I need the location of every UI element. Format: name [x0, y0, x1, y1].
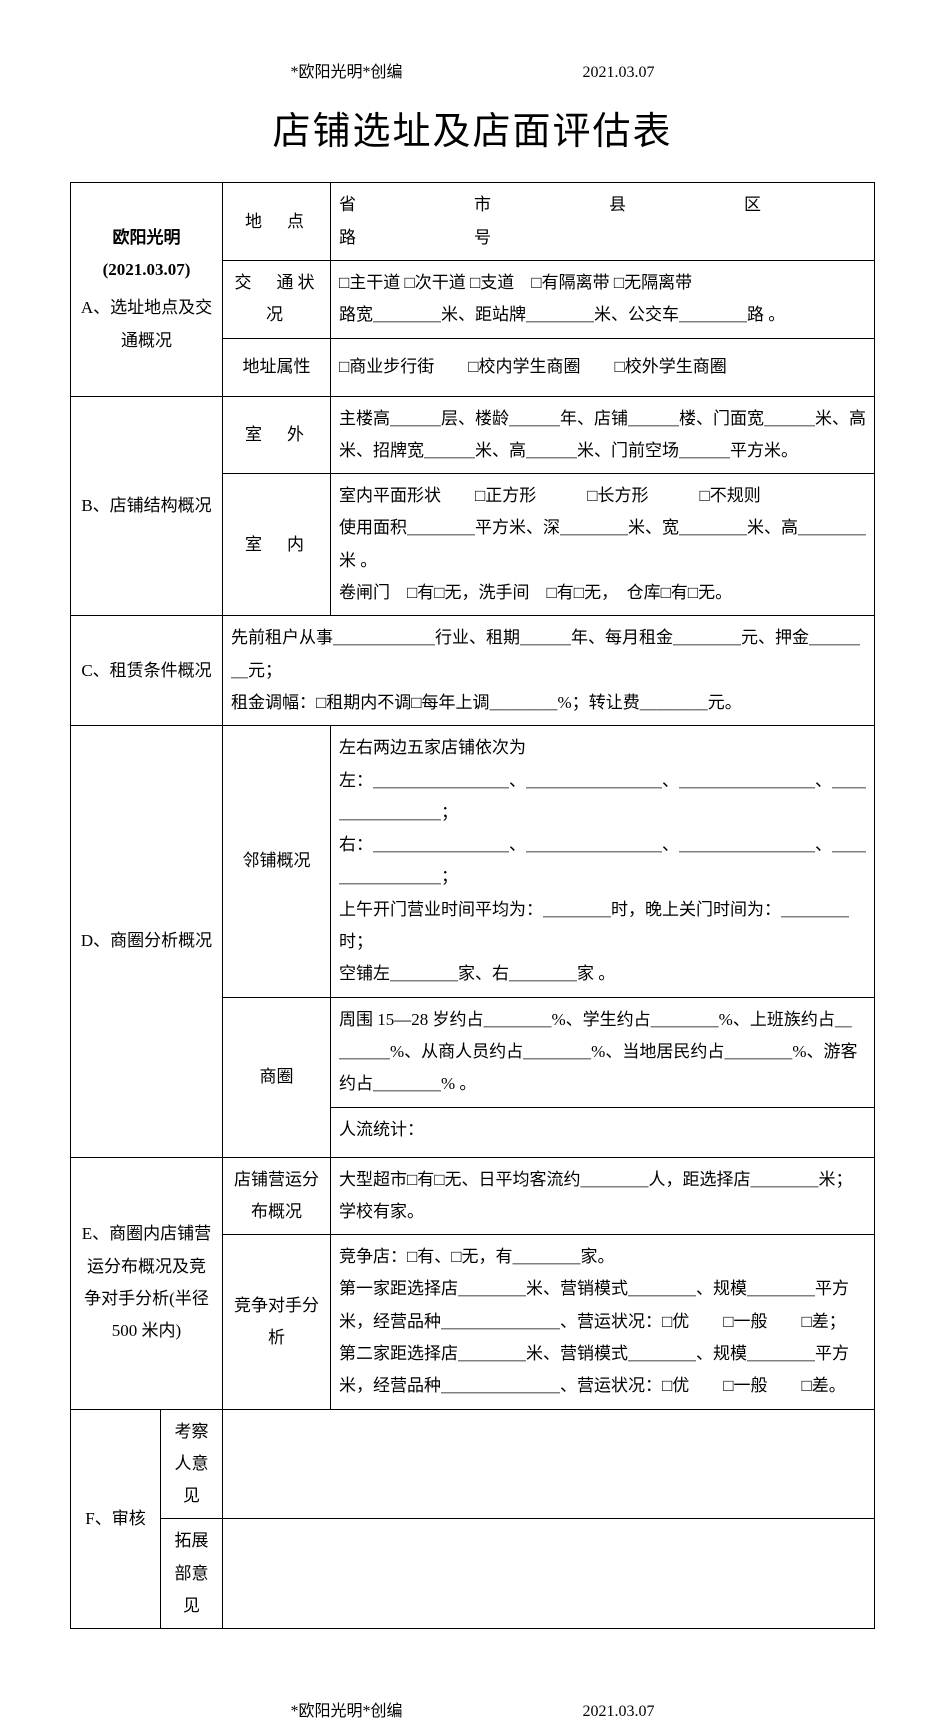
section-f-label: F、审核 [71, 1409, 161, 1629]
page-title: 店铺选址及店面评估表 [70, 102, 875, 163]
f-row1-content[interactable] [223, 1409, 875, 1519]
b-row1-label: 室 外 [223, 396, 331, 474]
a-row3-label: 地址属性 [223, 338, 331, 396]
page-footer: *欧阳光明*创编 2021.03.07 [70, 1699, 875, 1725]
d-row2-label: 商圈 [223, 997, 331, 1157]
evaluation-form: 欧阳光明 (2021.03.07) A、选址地点及交通概况 地 点 省 市 县 … [70, 182, 875, 1629]
a-row3-content[interactable]: □商业步行街 □校内学生商圈 □校外学生商圈 [331, 338, 875, 396]
b-row2-content[interactable]: 室内平面形状 □正方形 □长方形 □不规则 使用面积＿＿＿＿平方米、深＿＿＿＿米… [331, 474, 875, 616]
a-row1-content[interactable]: 省 市 县 区 路 号 [331, 183, 875, 261]
section-d-label: D、商圈分析概况 [71, 726, 223, 1157]
d-row2-line2[interactable]: 人流统计： [331, 1107, 875, 1157]
header-date: 2021.03.07 [583, 60, 655, 86]
a-row2-content[interactable]: □主干道 □次干道 □支道 □有隔离带 □无隔离带 路宽＿＿＿＿米、距站牌＿＿＿… [331, 260, 875, 338]
e-row1-content[interactable]: 大型超市□有□无、日平均客流约＿＿＿＿人，距选择店＿＿＿＿米；学校有家。 [331, 1157, 875, 1235]
e-row2-label: 竞争对手分析 [223, 1235, 331, 1409]
page-header: *欧阳光明*创编 2021.03.07 [70, 60, 875, 86]
f-row2-content[interactable] [223, 1519, 875, 1629]
e-row2-content[interactable]: 竞争店：□有、□无，有＿＿＿＿家。 第一家距选择店＿＿＿＿米、营销模式＿＿＿＿、… [331, 1235, 875, 1409]
footer-date: 2021.03.07 [583, 1699, 655, 1725]
header-author: *欧阳光明*创编 [290, 60, 402, 86]
author-name: 欧阳光明 [79, 222, 214, 254]
section-b-label: B、店铺结构概况 [71, 396, 223, 616]
b-row1-content[interactable]: 主楼高＿＿＿层、楼龄＿＿＿年、店铺＿＿＿楼、门面宽＿＿＿米、高米、招牌宽＿＿＿米… [331, 396, 875, 474]
d-row1-content[interactable]: 左右两边五家店铺依次为 左：＿＿＿＿＿＿＿＿、＿＿＿＿＿＿＿＿、＿＿＿＿＿＿＿＿… [331, 726, 875, 997]
d-row1-label: 邻铺概况 [223, 726, 331, 997]
section-a-label: 欧阳光明 (2021.03.07) A、选址地点及交通概况 [71, 183, 223, 396]
c-content[interactable]: 先前租户从事＿＿＿＿＿＿行业、租期＿＿＿年、每月租金＿＿＿＿元、押金＿＿＿＿元；… [223, 616, 875, 726]
f-row2-label: 拓展部意见 [161, 1519, 223, 1629]
b-row2-label: 室 内 [223, 474, 331, 616]
footer-author: *欧阳光明*创编 [290, 1699, 402, 1725]
section-c-label: C、租赁条件概况 [71, 616, 223, 726]
d-row2-line1[interactable]: 周围 15—28 岁约占＿＿＿＿%、学生约占＿＿＿＿%、上班族约占＿＿＿＿%、从… [331, 997, 875, 1107]
section-e-label: E、商圈内店铺营运分布概况及竞争对手分析(半径500 米内) [71, 1157, 223, 1409]
a-row1-label: 地 点 [223, 183, 331, 261]
a-row2-label: 交 通状 况 [223, 260, 331, 338]
section-a-text: A、选址地点及交通概况 [79, 292, 214, 357]
e-row1-label: 店铺营运分布概况 [223, 1157, 331, 1235]
author-date: (2021.03.07) [79, 254, 214, 286]
f-row1-label: 考察人意见 [161, 1409, 223, 1519]
